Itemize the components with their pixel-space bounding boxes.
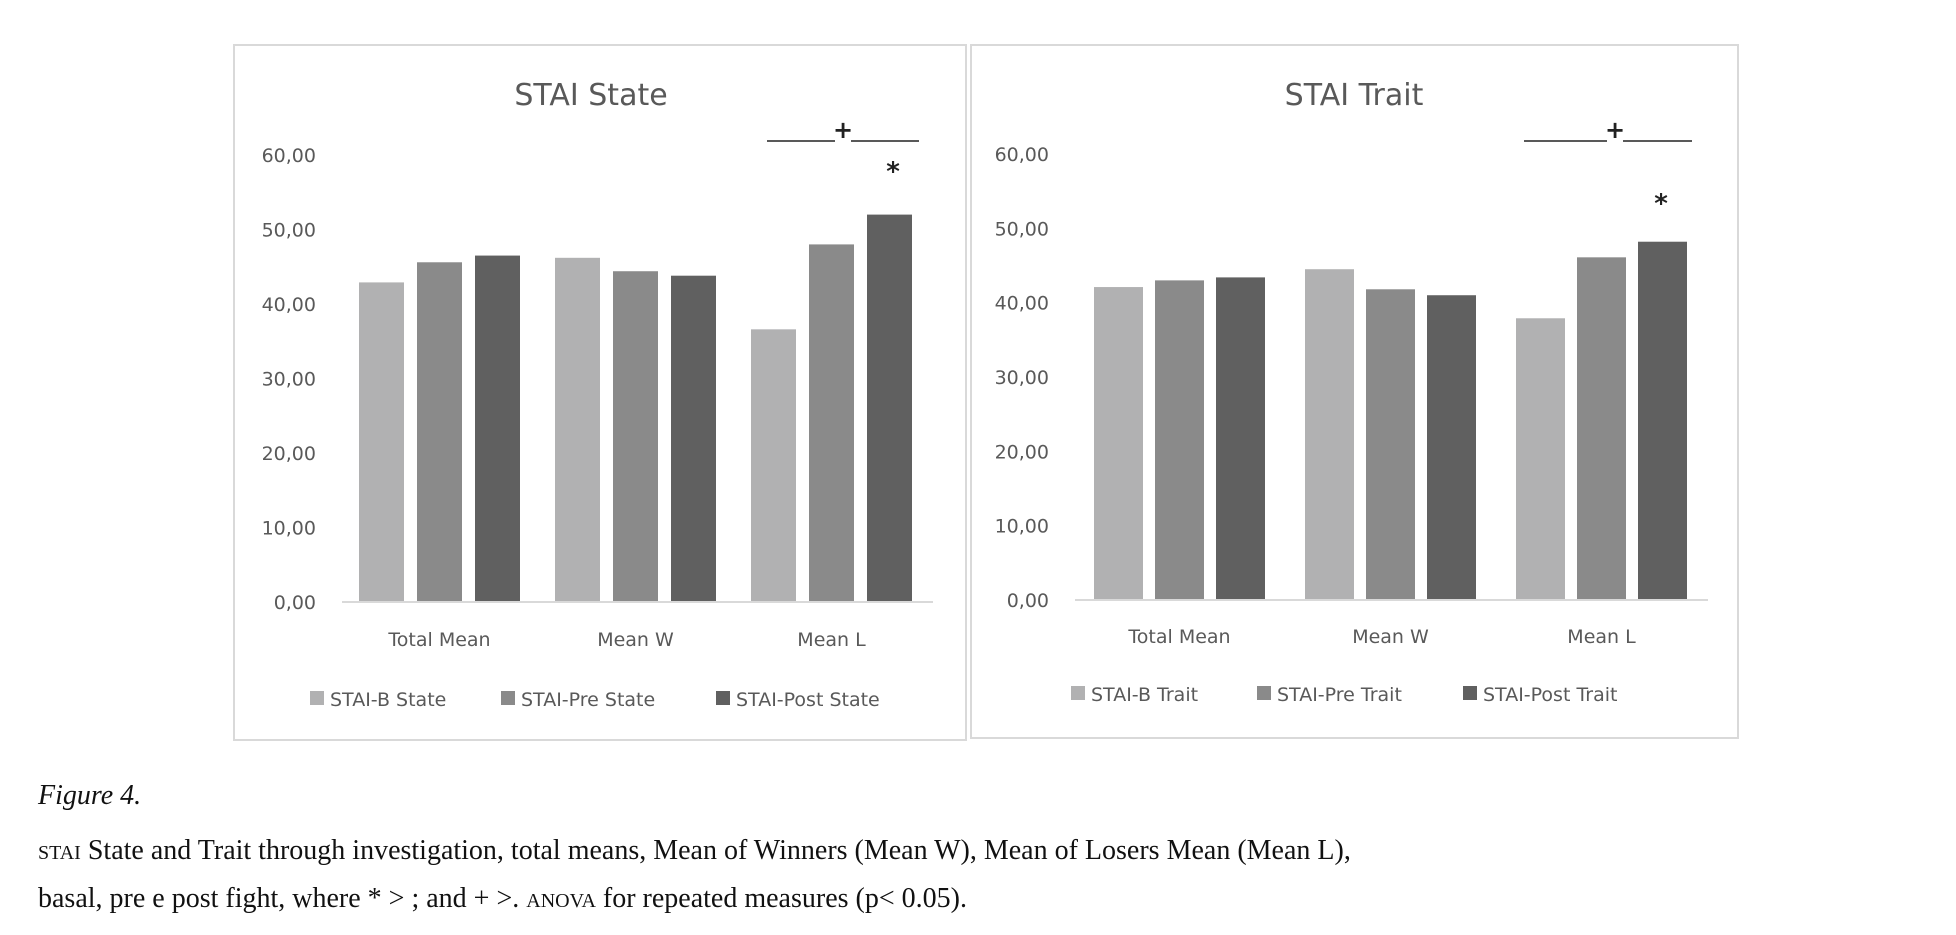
legend-label: STAI-Pre Trait	[1277, 684, 1402, 706]
legend-label: STAI-Post Trait	[1483, 684, 1617, 706]
bar-stai-b-trait-1	[1305, 269, 1354, 600]
legend-swatch	[716, 691, 730, 705]
bar-stai-post-trait-2	[1638, 241, 1687, 601]
legend-label: STAI-B Trait	[1091, 684, 1198, 706]
bar-stai-post-state-1	[671, 275, 716, 602]
significance-plus: +	[833, 116, 853, 144]
bar-stai-post-trait-0	[1216, 277, 1265, 600]
legend-label: STAI-Pre State	[521, 689, 655, 711]
y-tick-label: 10,00	[262, 518, 316, 540]
y-tick-label: 60,00	[995, 144, 1049, 166]
caption-line2-a: basal, pre e post fight, where * > ; and…	[38, 883, 527, 914]
y-tick-label: 0,00	[274, 592, 316, 614]
y-tick-label: 60,00	[262, 145, 316, 167]
legend-swatch	[1463, 686, 1477, 700]
y-tick-label: 30,00	[262, 369, 316, 391]
x-tick-label: Mean W	[1352, 626, 1429, 648]
y-tick-label: 40,00	[262, 294, 316, 316]
chart-title: STAI State	[514, 78, 667, 113]
bar-stai-pre-trait-2	[1577, 257, 1626, 600]
caption-line-1: STAI State and Trait through investigati…	[38, 835, 1351, 867]
bar-stai-b-trait-0	[1094, 287, 1143, 600]
y-tick-label: 30,00	[995, 367, 1049, 389]
legend-label: STAI-B State	[330, 689, 446, 711]
y-tick-label: 40,00	[995, 293, 1049, 315]
legend-swatch	[1257, 686, 1271, 700]
bar-stai-b-state-2	[751, 329, 796, 602]
bar-stai-post-state-0	[475, 255, 520, 602]
x-tick-label: Mean L	[1567, 626, 1636, 648]
bar-stai-b-state-0	[359, 282, 404, 602]
x-tick-label: Total Mean	[387, 629, 490, 651]
caption-line2-b: for repeated measures (p< 0.05).	[595, 883, 967, 914]
y-tick-label: 0,00	[1007, 590, 1049, 612]
caption-line1-text: State and Trait through investigation, t…	[80, 835, 1351, 866]
bar-stai-pre-state-1	[613, 271, 658, 602]
x-tick-label: Mean W	[597, 629, 674, 651]
chart-title: STAI Trait	[1285, 78, 1424, 113]
bar-stai-pre-state-2	[809, 244, 854, 602]
legend-swatch	[501, 691, 515, 705]
caption-stai: STAI	[38, 835, 81, 866]
bar-stai-pre-trait-0	[1155, 280, 1204, 600]
y-tick-label: 50,00	[262, 220, 316, 242]
caption-anova: ANOVA	[526, 883, 596, 914]
bar-stai-pre-state-0	[417, 262, 462, 602]
legend-label: STAI-Post State	[736, 689, 880, 711]
bar-stai-b-trait-2	[1516, 318, 1565, 600]
significance-plus: +	[1605, 116, 1625, 144]
y-tick-label: 20,00	[262, 443, 316, 465]
bar-stai-b-state-1	[555, 257, 600, 602]
y-tick-label: 10,00	[995, 516, 1049, 538]
figure-charts: STAI State 0,00 10,00 20,00 30,00 40,00 50,00 6…	[233, 44, 1739, 741]
caption-line-2: basal, pre e post fight, where * > ; and…	[38, 883, 967, 915]
legend-swatch	[1071, 686, 1085, 700]
y-tick-label: 20,00	[995, 441, 1049, 463]
figure-label: Figure 4.	[38, 780, 142, 811]
bar-stai-pre-trait-1	[1366, 289, 1415, 600]
bar-stai-post-state-2	[867, 214, 912, 602]
x-tick-label: Total Mean	[1127, 626, 1230, 648]
significance-star: *	[886, 157, 900, 187]
bar-stai-post-trait-1	[1427, 295, 1476, 600]
x-tick-label: Mean L	[797, 629, 866, 651]
legend-swatch	[310, 691, 324, 705]
y-tick-label: 50,00	[995, 218, 1049, 240]
significance-star: *	[1654, 189, 1668, 219]
